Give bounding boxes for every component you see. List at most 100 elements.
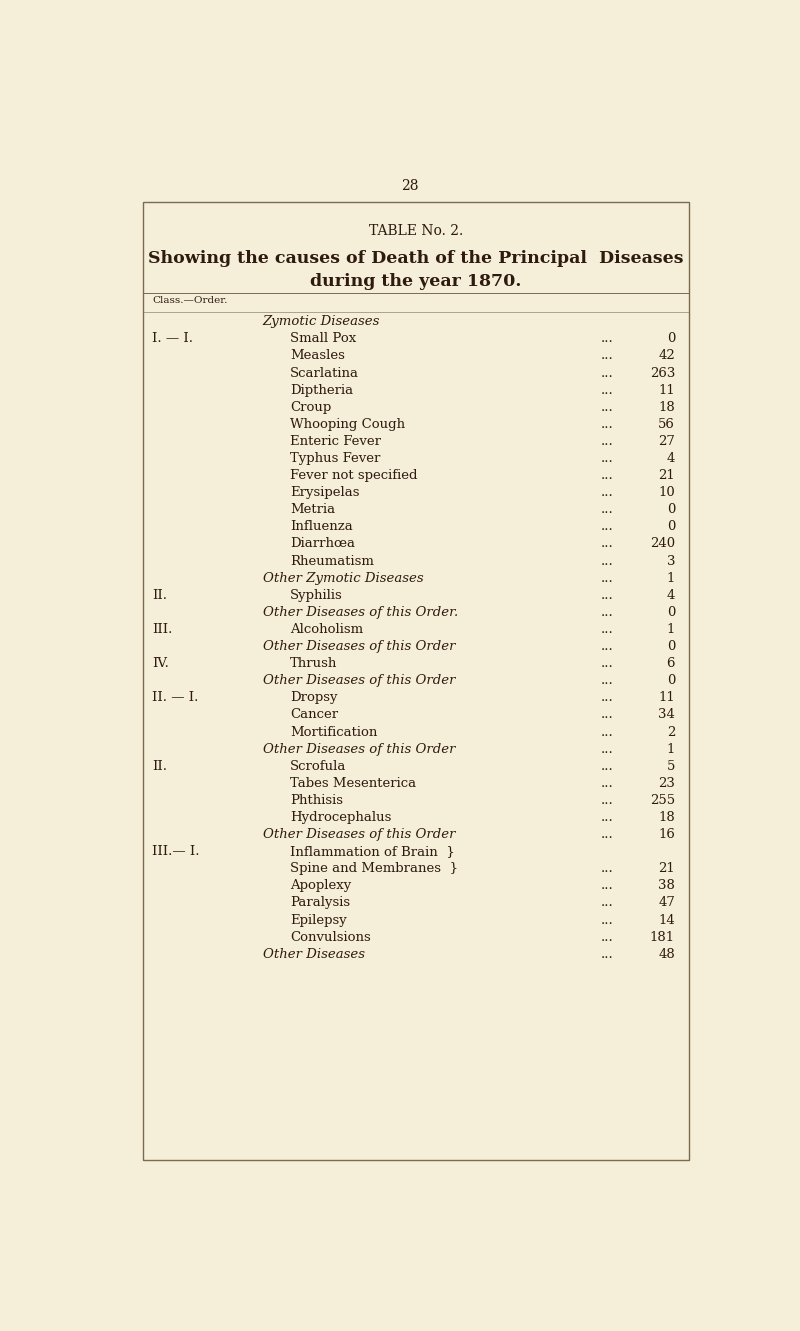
Text: Apoplexy: Apoplexy (290, 880, 351, 892)
Text: III.— I.: III.— I. (152, 845, 199, 858)
Text: 1: 1 (666, 623, 675, 636)
Text: Dropsy: Dropsy (290, 691, 338, 704)
Text: Fever not specified: Fever not specified (290, 469, 418, 482)
Text: Rheumatism: Rheumatism (290, 555, 374, 567)
Text: III.: III. (152, 623, 172, 636)
Text: II.: II. (152, 760, 167, 773)
Bar (142, 202, 689, 1159)
Text: Convulsions: Convulsions (290, 930, 370, 944)
Text: ...: ... (602, 828, 614, 841)
Text: Small Pox: Small Pox (290, 333, 356, 345)
Text: II.: II. (152, 588, 167, 602)
Text: ...: ... (602, 503, 614, 516)
Text: ...: ... (602, 675, 614, 687)
Text: 0: 0 (666, 640, 675, 654)
Text: Scrofula: Scrofula (290, 760, 346, 773)
Text: 5: 5 (666, 760, 675, 773)
Text: Whooping Cough: Whooping Cough (290, 418, 405, 431)
Text: 28: 28 (402, 178, 418, 193)
Text: 1: 1 (666, 743, 675, 756)
Text: ...: ... (602, 572, 614, 584)
Text: 38: 38 (658, 880, 675, 892)
Text: IV.: IV. (152, 658, 169, 669)
Text: ...: ... (602, 538, 614, 551)
Text: Other Zymotic Diseases: Other Zymotic Diseases (262, 572, 423, 584)
Text: ...: ... (602, 435, 614, 449)
Text: 0: 0 (666, 675, 675, 687)
Text: 21: 21 (658, 862, 675, 876)
Text: ...: ... (602, 777, 614, 789)
Text: ...: ... (602, 640, 614, 654)
Text: ...: ... (602, 948, 614, 961)
Text: Other Diseases of this Order: Other Diseases of this Order (262, 675, 455, 687)
Text: ...: ... (602, 606, 614, 619)
Text: Other Diseases of this Order: Other Diseases of this Order (262, 828, 455, 841)
Text: during the year 1870.: during the year 1870. (310, 273, 522, 290)
Text: Other Diseases: Other Diseases (262, 948, 365, 961)
Text: 16: 16 (658, 828, 675, 841)
Text: 47: 47 (658, 897, 675, 909)
Text: ...: ... (602, 555, 614, 567)
Text: 0: 0 (666, 606, 675, 619)
Text: 255: 255 (650, 793, 675, 807)
Text: Epilepsy: Epilepsy (290, 913, 346, 926)
Text: Typhus Fever: Typhus Fever (290, 453, 380, 465)
Text: Metria: Metria (290, 503, 335, 516)
Text: 23: 23 (658, 777, 675, 789)
Text: Hydrocephalus: Hydrocephalus (290, 811, 391, 824)
Text: Thrush: Thrush (290, 658, 338, 669)
Text: Diptheria: Diptheria (290, 383, 353, 397)
Text: ...: ... (602, 366, 614, 379)
Text: Other Diseases of this Order: Other Diseases of this Order (262, 743, 455, 756)
Text: ...: ... (602, 725, 614, 739)
Text: ...: ... (602, 880, 614, 892)
Text: 21: 21 (658, 469, 675, 482)
Text: ...: ... (602, 401, 614, 414)
Text: Croup: Croup (290, 401, 331, 414)
Text: ...: ... (602, 469, 614, 482)
Text: ...: ... (602, 520, 614, 534)
Text: ...: ... (602, 913, 614, 926)
Text: Alcoholism: Alcoholism (290, 623, 363, 636)
Text: Zymotic Diseases: Zymotic Diseases (262, 315, 380, 329)
Text: Showing the causes of Death of the Principal  Diseases: Showing the causes of Death of the Princ… (148, 250, 683, 266)
Text: 263: 263 (650, 366, 675, 379)
Text: 18: 18 (658, 811, 675, 824)
Text: Diarrhœa: Diarrhœa (290, 538, 355, 551)
Text: Enteric Fever: Enteric Fever (290, 435, 381, 449)
Text: 1: 1 (666, 572, 675, 584)
Text: 4: 4 (666, 453, 675, 465)
Text: ...: ... (602, 486, 614, 499)
Text: Syphilis: Syphilis (290, 588, 342, 602)
Text: Paralysis: Paralysis (290, 897, 350, 909)
Text: I. — I.: I. — I. (152, 333, 193, 345)
Text: 42: 42 (658, 350, 675, 362)
Text: 0: 0 (666, 503, 675, 516)
Text: Influenza: Influenza (290, 520, 353, 534)
Text: Cancer: Cancer (290, 708, 338, 721)
Text: ...: ... (602, 691, 614, 704)
Text: 56: 56 (658, 418, 675, 431)
Text: Inflammation of Brain  }: Inflammation of Brain } (290, 845, 454, 858)
Text: 11: 11 (658, 383, 675, 397)
Text: 4: 4 (666, 588, 675, 602)
Text: 10: 10 (658, 486, 675, 499)
Text: 2: 2 (666, 725, 675, 739)
Text: Scarlatina: Scarlatina (290, 366, 359, 379)
Text: 18: 18 (658, 401, 675, 414)
Text: ...: ... (602, 930, 614, 944)
Text: 11: 11 (658, 691, 675, 704)
Text: ...: ... (602, 383, 614, 397)
Text: 27: 27 (658, 435, 675, 449)
Text: II. — I.: II. — I. (152, 691, 198, 704)
Text: ...: ... (602, 588, 614, 602)
Text: Erysipelas: Erysipelas (290, 486, 359, 499)
Text: Phthisis: Phthisis (290, 793, 343, 807)
Text: 0: 0 (666, 333, 675, 345)
Text: 240: 240 (650, 538, 675, 551)
Text: Tabes Mesenterica: Tabes Mesenterica (290, 777, 416, 789)
Text: ...: ... (602, 760, 614, 773)
Text: 48: 48 (658, 948, 675, 961)
Text: ...: ... (602, 453, 614, 465)
Text: ...: ... (602, 708, 614, 721)
